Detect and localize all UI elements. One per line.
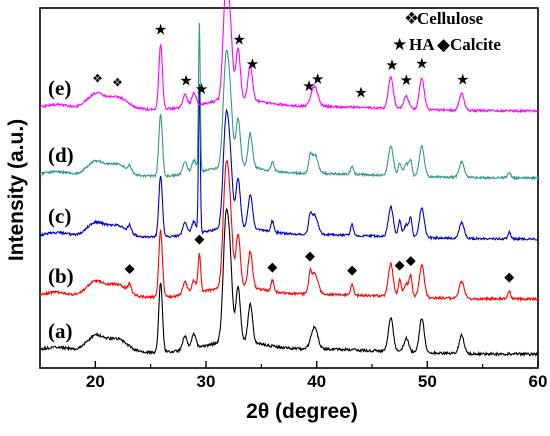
trace-label: (d) bbox=[48, 143, 74, 167]
trace-labels-group: (a) (b) (c) (d) (e) bbox=[48, 76, 74, 343]
traces-group bbox=[39, 0, 539, 358]
peak-marker: ★ bbox=[302, 78, 315, 95]
peak-marker: ❖ bbox=[112, 76, 123, 90]
legend: ❖Cellulose ★ HA ◆ Calcite bbox=[392, 9, 501, 54]
trace-line bbox=[39, 84, 539, 242]
peak-marker: ★ bbox=[246, 56, 259, 73]
peak-marker: ◆ bbox=[267, 259, 277, 274]
x-ticks-group: 20 30 40 50 60 bbox=[86, 361, 548, 391]
peak-marker: ❖ bbox=[92, 72, 103, 86]
peak-marker: ★ bbox=[179, 72, 192, 89]
trace-line bbox=[39, 0, 539, 114]
peak-marker: ◆ bbox=[194, 231, 204, 246]
x-axis-title: 2θ (degree) bbox=[246, 400, 358, 423]
x-tick-label: 20 bbox=[86, 372, 105, 391]
legend-label: HA bbox=[409, 35, 435, 54]
trace-line bbox=[39, 22, 539, 181]
peak-marker: ★ bbox=[415, 55, 428, 72]
peak-marker: ★ bbox=[354, 84, 367, 101]
peak-marker: ◆ bbox=[395, 257, 405, 272]
x-tick-label: 50 bbox=[418, 372, 437, 391]
y-axis-title: Intensity (a.u.) bbox=[5, 119, 28, 261]
legend-symbol: ❖ bbox=[404, 9, 419, 28]
legend-symbol: ◆ bbox=[437, 35, 451, 54]
peak-marker: ★ bbox=[400, 72, 413, 89]
trace-line bbox=[39, 207, 539, 358]
trace-label: (e) bbox=[48, 76, 71, 100]
trace-label: (a) bbox=[48, 319, 73, 343]
legend-symbol: ★ bbox=[392, 35, 407, 54]
trace-line bbox=[39, 160, 539, 303]
legend-label: Cellulose bbox=[417, 9, 484, 28]
plot-frame bbox=[39, 7, 539, 369]
peak-marker: ◆ bbox=[305, 248, 315, 263]
peak-marker: ◆ bbox=[125, 261, 135, 276]
peak-marker: ◆ bbox=[347, 262, 357, 277]
peak-marker: ★ bbox=[232, 32, 245, 49]
trace-label: (b) bbox=[48, 264, 74, 288]
legend-label: Calcite bbox=[450, 35, 501, 54]
x-tick-label: 30 bbox=[197, 372, 216, 391]
markers-group: ◆◆◆◆◆◆◆◆❖❖★★★★★★★★★★★★★ bbox=[92, 21, 514, 284]
peak-marker: ★ bbox=[154, 21, 167, 38]
trace-label: (c) bbox=[48, 204, 71, 228]
peak-marker: ★ bbox=[456, 72, 469, 89]
peak-marker: ★ bbox=[385, 57, 398, 74]
x-tick-label: 40 bbox=[307, 372, 326, 391]
peak-marker: ◆ bbox=[406, 252, 416, 267]
x-tick-label: 60 bbox=[529, 372, 548, 391]
peak-marker: ★ bbox=[311, 71, 324, 88]
peak-marker: ◆ bbox=[504, 269, 514, 284]
peak-marker: ★ bbox=[195, 81, 208, 98]
